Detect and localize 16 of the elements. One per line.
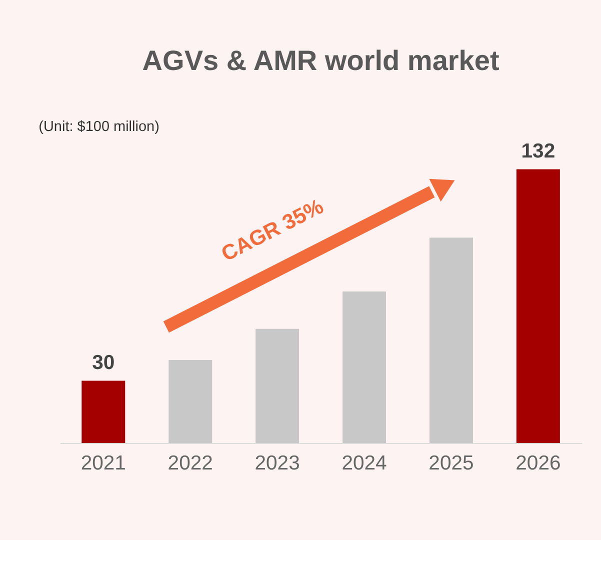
bar — [82, 380, 126, 443]
x-tick-label: 2025 — [428, 452, 474, 475]
bar — [516, 169, 560, 443]
bar — [342, 292, 386, 443]
x-tick-label: 2026 — [516, 452, 561, 475]
bar — [429, 238, 473, 443]
x-tick-label: 2024 — [342, 452, 387, 475]
x-tick-label: 2021 — [80, 452, 126, 475]
text: (Unit: $100 million) — [38, 118, 160, 135]
chart-title: AGVs & AMR world market — [142, 44, 500, 76]
x-tick-label: 2022 — [168, 452, 213, 475]
data-label: 132 — [521, 140, 556, 163]
x-tick-label: 2023 — [254, 452, 300, 475]
bar — [168, 360, 212, 443]
data-label: 30 — [92, 352, 115, 374]
bar — [256, 328, 300, 443]
